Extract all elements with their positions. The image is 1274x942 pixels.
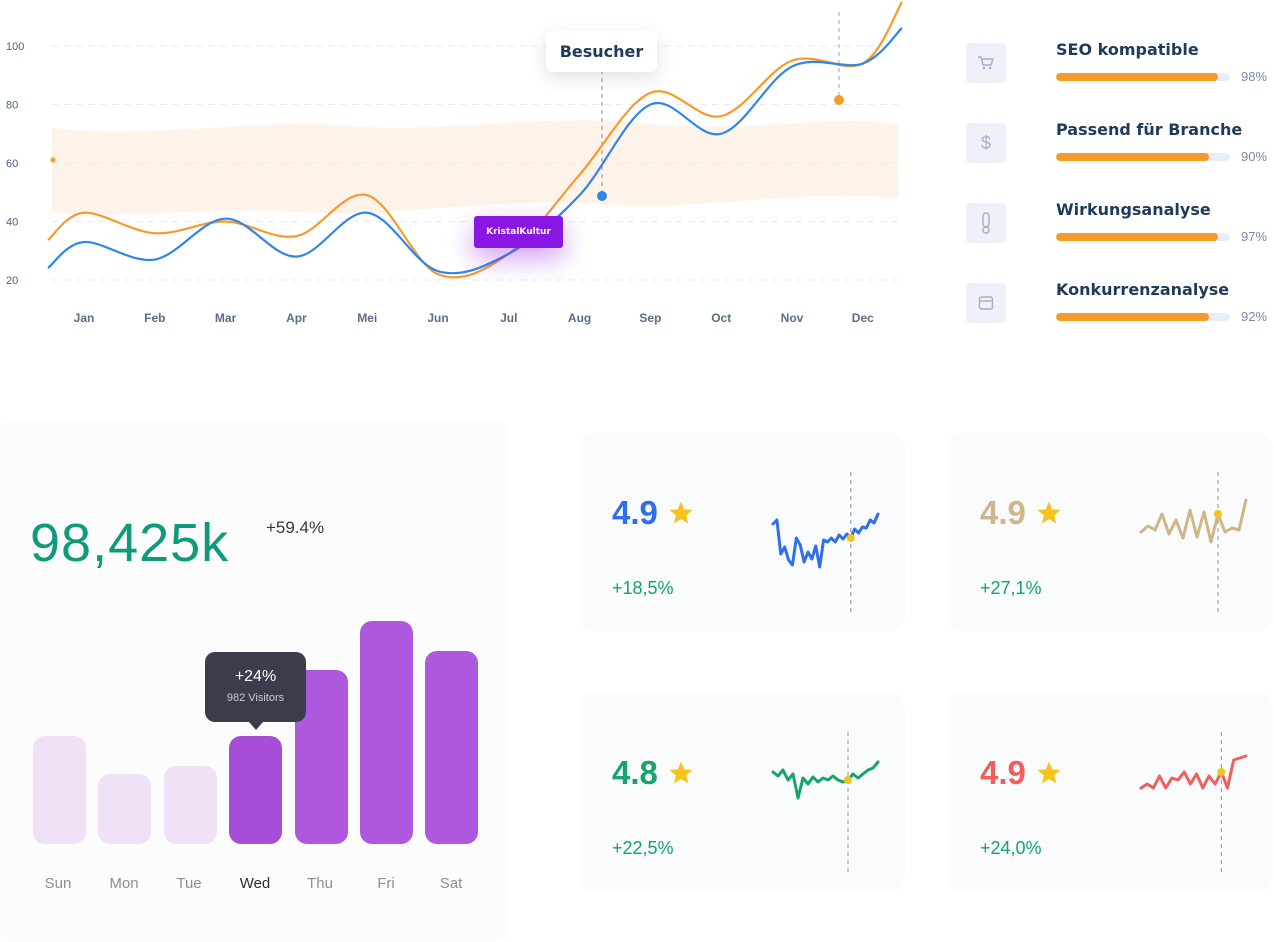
y-tick-label: 60 — [6, 158, 18, 170]
rating-sparkline — [1139, 472, 1248, 612]
metric-bar-seo — [1056, 73, 1230, 81]
orange-point-marker — [834, 95, 844, 105]
rating-sparkline — [771, 732, 880, 872]
metric-label-wirkung: Wirkungsanalyse — [1056, 200, 1211, 219]
x-tick-label: Sep — [639, 311, 661, 325]
metric-bar-branche — [1056, 153, 1230, 161]
rating-score: 4.9 — [980, 754, 1026, 791]
cart-icon — [966, 43, 1006, 83]
metric-label-konkurrenz: Konkurrenzanalyse — [1056, 280, 1230, 299]
star-icon — [1037, 761, 1061, 784]
weekly-visitors-card: 98,425k +59.4% +24% 982 Visitors Sun Mon… — [0, 420, 510, 942]
sparkline-marker-dot — [1217, 768, 1226, 776]
blue-point-marker — [597, 191, 607, 201]
x-tick-label: Apr — [286, 311, 307, 325]
x-tick-label: Jun — [427, 311, 448, 325]
rating-change: +22,5% — [612, 838, 674, 858]
star-icon — [669, 761, 693, 784]
kristalkultur-badge[interactable]: KristalKultur — [474, 216, 563, 248]
bar-fri[interactable] — [360, 621, 413, 844]
orange-edge-marker — [50, 157, 56, 163]
rating-change: +27,1% — [980, 578, 1042, 598]
y-tick-label: 20 — [6, 275, 18, 287]
x-tick-label: Mar — [215, 311, 237, 325]
metric-value-konkurrenz: 92% — [1241, 309, 1268, 324]
rating-change: +24,0% — [980, 838, 1042, 858]
window-icon — [966, 283, 1006, 323]
bar-sat[interactable] — [425, 651, 478, 844]
x-tick-label: Nov — [781, 311, 804, 325]
x-tick-label: Jul — [500, 311, 517, 325]
rating-score: 4.8 — [612, 754, 658, 791]
bar-wed[interactable] — [229, 736, 282, 844]
metric-bar-konkurrenz — [1056, 313, 1230, 321]
rating-card[interactable]: 4.8 +22,5% — [580, 692, 905, 892]
metric-bar-wirkung — [1056, 233, 1230, 241]
x-tick-label: Feb — [144, 311, 165, 325]
sparkline-path — [1139, 754, 1248, 790]
metric-value-wirkung: 97% — [1241, 229, 1268, 244]
rating-card[interactable]: 4.9 +24,0% — [948, 692, 1273, 892]
tooltip-visitors: 982 Visitors — [226, 692, 285, 704]
bar-sun[interactable] — [33, 736, 86, 844]
y-tick-label: 80 — [6, 100, 18, 112]
x-tick-label: Mei — [357, 311, 377, 325]
sparkline-path — [771, 512, 880, 569]
y-tick-label: 100 — [6, 41, 24, 53]
series-line-orange — [47, 1, 903, 279]
day-label-wed: Wed — [239, 875, 271, 892]
x-tick-label: Aug — [568, 311, 591, 325]
day-label-mon: Mon — [109, 875, 139, 892]
rating-sparkline — [771, 472, 880, 612]
besucher-tooltip-label: Besucher — [559, 42, 644, 61]
day-label-sun: Sun — [44, 875, 72, 892]
wed-tooltip: +24% 982 Visitors — [205, 652, 306, 730]
sparkline-marker-dot — [846, 534, 855, 542]
visitor-line-chart: 100 80 60 40 20 Jan Feb Mar Apr Mei Jun Jul Aug Sep Oc… — [6, 1, 903, 325]
x-tick-label: Dec — [852, 311, 874, 325]
rating-sparkline — [1139, 732, 1248, 872]
x-tick-label: Oct — [711, 311, 731, 325]
tooltip-change: +24% — [234, 668, 277, 685]
dollar-icon: $ — [966, 123, 1006, 163]
bar-tue[interactable] — [164, 766, 217, 844]
rating-card[interactable]: 4.9 +18,5% — [580, 432, 905, 632]
sparkline-path — [1139, 498, 1248, 544]
day-label-fri: Fri — [377, 875, 395, 892]
star-icon — [1037, 501, 1061, 524]
shaded-range-band — [52, 120, 898, 215]
rating-card[interactable]: 4.9 +27,1% — [948, 432, 1273, 632]
day-label-thu: Thu — [307, 875, 333, 892]
metric-label-seo: SEO kompatible — [1056, 40, 1199, 59]
metric-value-seo: 98% — [1241, 69, 1268, 84]
kristalkultur-badge-label: KristalKultur — [486, 227, 551, 237]
x-tick-label: Jan — [74, 311, 95, 325]
day-label-sat: Sat — [439, 875, 463, 892]
star-icon — [669, 501, 693, 524]
total-visitors-value: 98,425k — [30, 513, 230, 573]
series-line-blue — [47, 27, 903, 275]
y-tick-label: 40 — [6, 217, 18, 229]
day-label-tue: Tue — [176, 875, 202, 892]
thermometer-icon — [966, 203, 1006, 243]
sparkline-marker-dot — [844, 776, 852, 784]
sparkline-path — [771, 760, 880, 800]
rating-score: 4.9 — [980, 494, 1026, 531]
sparkline-marker-dot — [1214, 510, 1222, 518]
rating-score: 4.9 — [612, 494, 658, 531]
besucher-tooltip: Besucher — [546, 31, 657, 72]
total-growth-value: +59.4% — [266, 518, 325, 537]
rating-change: +18,5% — [612, 578, 674, 598]
metric-label-branche: Passend für Branche — [1056, 120, 1243, 139]
metric-value-branche: 90% — [1241, 149, 1268, 164]
bar-mon[interactable] — [98, 774, 151, 844]
